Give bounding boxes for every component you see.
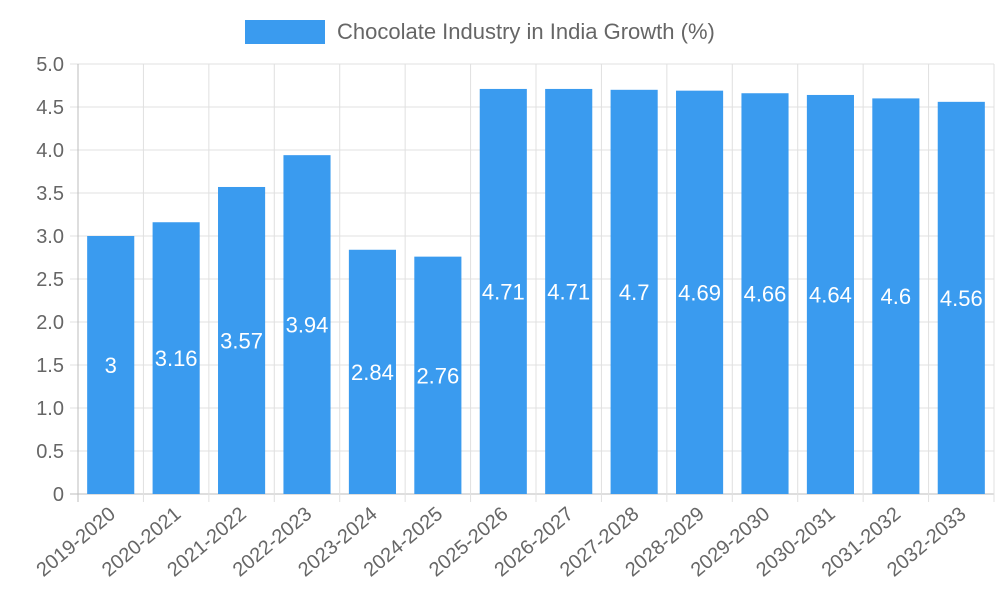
y-tick-label: 3.0 [36, 226, 64, 248]
legend-swatch[interactable] [245, 20, 325, 44]
bar-value-label: 4.71 [547, 279, 590, 304]
y-tick-label: 0.5 [36, 441, 64, 463]
x-axis: 2019-20202020-20212021-20222022-20232023… [33, 503, 971, 581]
bar-value-label: 4.6 [881, 284, 912, 309]
bar [479, 88, 527, 494]
legend[interactable]: Chocolate Industry in India Growth (%) [245, 19, 715, 44]
bar [283, 155, 331, 494]
y-tick-label: 2.5 [36, 269, 64, 291]
bar [152, 222, 200, 495]
y-tick-label: 1.0 [36, 398, 64, 420]
bar-value-label: 3 [105, 353, 117, 378]
y-tick-label: 4.0 [36, 140, 64, 162]
bar [218, 186, 266, 495]
bar-value-label: 4.64 [809, 282, 852, 307]
bar-value-label: 3.94 [286, 313, 329, 338]
y-tick-label: 5.0 [36, 54, 64, 76]
bar-value-label: 4.66 [744, 282, 787, 307]
bar-labels-layer: 3 3.16 3.57 3.94 2.84 2.76 4.71 4.71 4.7 4.69 4.66… [105, 279, 983, 388]
grid-layer [70, 63, 995, 502]
bar [741, 93, 789, 495]
bar-value-label: 4.56 [940, 286, 983, 311]
bars-layer [87, 88, 985, 495]
bar-value-label: 3.57 [220, 328, 263, 353]
bar-value-label: 2.76 [416, 363, 459, 388]
bar [348, 249, 396, 494]
y-tick-label: 2.0 [36, 312, 64, 334]
bar-value-label: 4.69 [678, 280, 721, 305]
bar [937, 101, 985, 494]
bar-value-label: 2.84 [351, 360, 394, 385]
y-tick-label: 0 [53, 484, 64, 506]
bar [676, 90, 724, 494]
legend-label[interactable]: Chocolate Industry in India Growth (%) [337, 19, 715, 44]
bar [545, 88, 593, 494]
bar [872, 98, 920, 495]
bar-value-label: 3.16 [155, 346, 198, 371]
bar [414, 256, 462, 494]
bar-value-label: 4.7 [619, 280, 650, 305]
y-tick-label: 4.5 [36, 97, 64, 119]
y-axis: 0 0.5 1.0 1.5 2.0 2.5 3.0 3.5 4.0 4.5 5.0 [36, 54, 64, 506]
y-tick-label: 3.5 [36, 183, 64, 205]
bar-value-label: 4.71 [482, 279, 525, 304]
bar [87, 236, 135, 494]
y-tick-label: 1.5 [36, 355, 64, 377]
bar [806, 94, 854, 495]
bar [610, 89, 658, 495]
